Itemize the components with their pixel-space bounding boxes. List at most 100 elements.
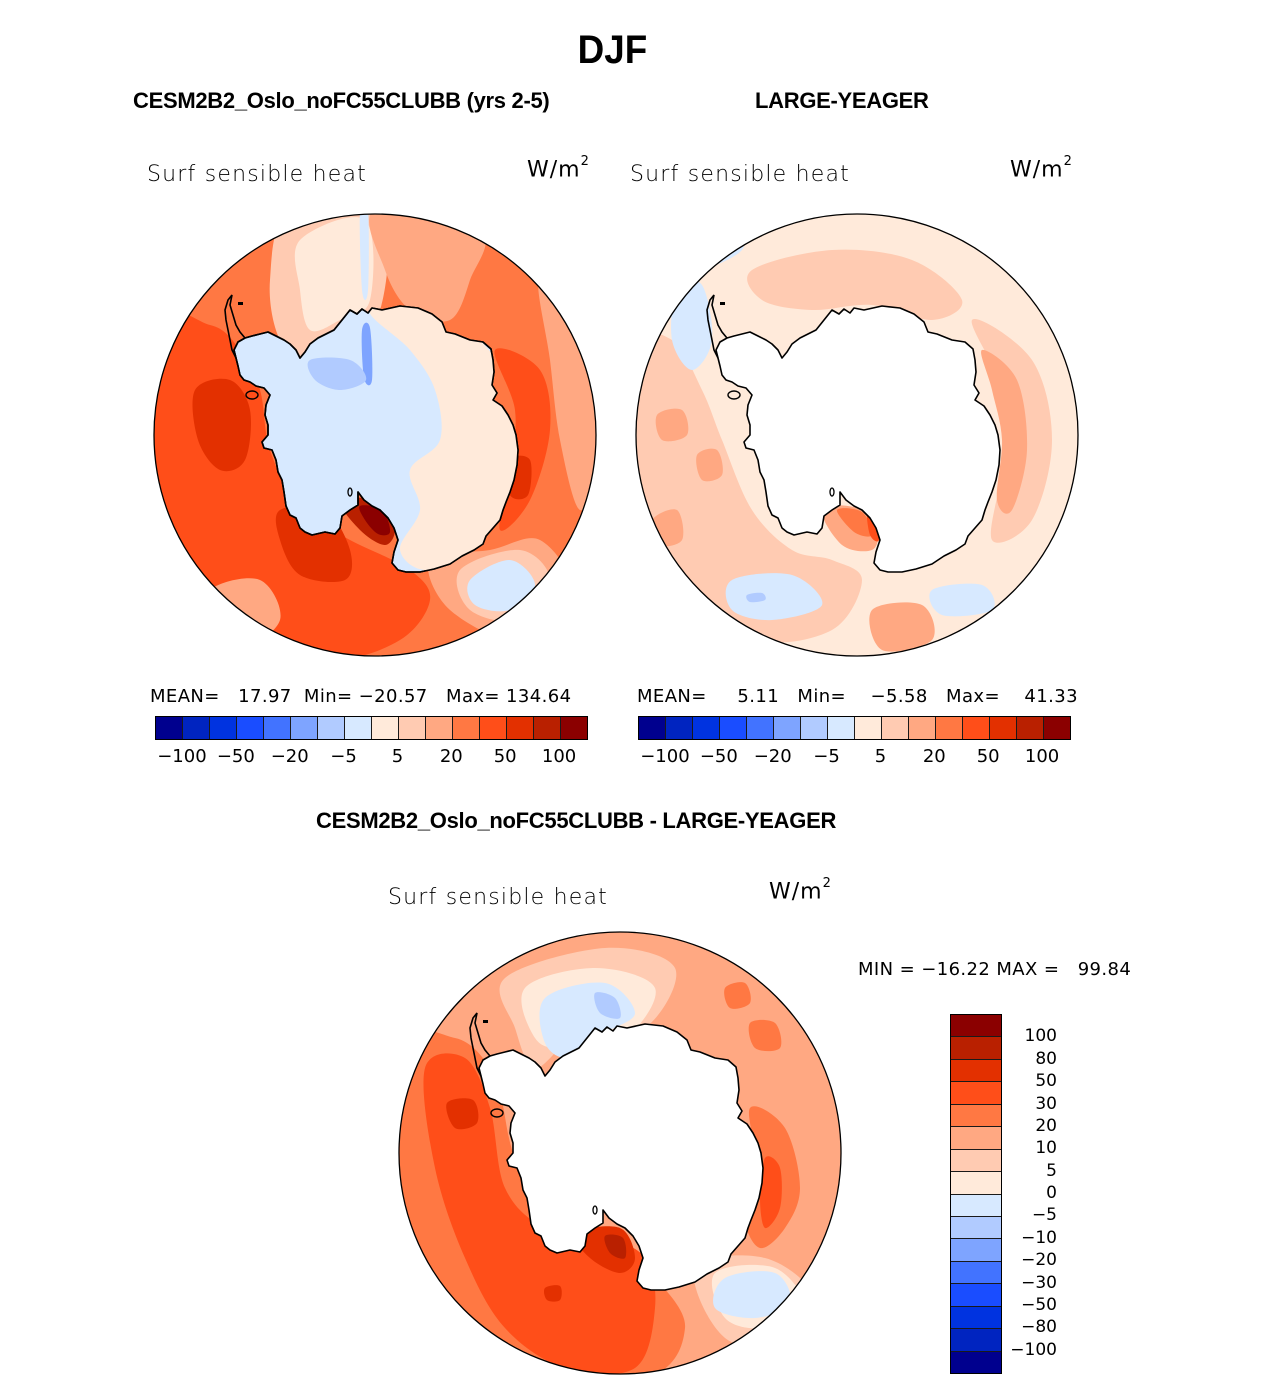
units-exponent: 2: [1063, 154, 1073, 169]
island: [347, 487, 353, 497]
panel-title-model: CESM2B2_Oslo_noFC55CLUBB (yrs 2-5): [133, 88, 550, 113]
coastline: [715, 305, 1001, 573]
panel-title-diff: CESM2B2_Oslo_noFC55CLUBB - LARGE-YEAGER: [316, 808, 837, 833]
contour-region: [369, 214, 486, 322]
peninsula-coastline: [224, 294, 246, 359]
colorbar-box: [882, 717, 909, 739]
colorbar-box: [951, 1015, 1001, 1038]
contour-region: [748, 1019, 782, 1052]
map-boundary: [398, 931, 842, 1375]
colorbar-box: [1044, 717, 1070, 739]
colorbar-tick-label: 20: [1035, 1115, 1057, 1136]
map-obs: [635, 213, 1079, 657]
colorbar-box: [453, 717, 480, 739]
colorbar-box: [951, 1082, 1001, 1105]
colorbar-tick-label: 5: [874, 746, 887, 767]
colorbar-box: [951, 1194, 1001, 1217]
colorbar-box: [399, 717, 426, 739]
colorbar-box: [774, 717, 801, 739]
colorbar-tick-label: −80: [1021, 1317, 1057, 1338]
colorbar-box: [156, 717, 183, 739]
contour-region: [981, 349, 1028, 514]
contour-region: [724, 982, 751, 1009]
colorbar-box: [951, 1172, 1001, 1195]
units-base: W/m: [769, 879, 823, 905]
colorbar-box: [237, 717, 264, 739]
colorbar-box: [210, 717, 237, 739]
coastline: [233, 305, 519, 573]
colorbar-box: [264, 717, 291, 739]
colorbar-ticks-obs: −100 −50 −20 −5 5 20 50 100: [638, 746, 1069, 768]
colorbar-box: [480, 717, 507, 739]
contour-region: [929, 583, 995, 617]
contour-region: [655, 408, 689, 442]
contour-region: [604, 1234, 627, 1259]
island: [483, 1020, 488, 1023]
land-contour-region: [361, 322, 373, 386]
colorbar-tick-label: −5: [813, 746, 840, 767]
contour-region: [747, 249, 963, 321]
peninsula-coastline: [706, 294, 728, 359]
colorbar-tick-label: −100: [640, 746, 690, 767]
colorbar-box: [639, 717, 666, 739]
colorbar-tick-label: 50: [1035, 1071, 1057, 1092]
colorbar-box: [561, 717, 587, 739]
contour-region: [671, 280, 713, 370]
colorbar-tick-label: −10: [1021, 1227, 1057, 1248]
colorbar-box: [951, 1306, 1001, 1330]
map-boundary: [153, 213, 597, 657]
colorbar-box: [951, 1239, 1001, 1262]
colorbar-tick-label: 80: [1035, 1048, 1057, 1069]
contour-region: [359, 214, 369, 300]
colorbar-box: [855, 717, 882, 739]
map-model: [153, 213, 597, 657]
colorbar-box: [951, 1104, 1001, 1128]
contour-region: [869, 602, 935, 652]
panel-title-obs: LARGE-YEAGER: [755, 88, 929, 113]
units-base: W/m: [1010, 157, 1064, 183]
colorbar-tick-label: −30: [1021, 1272, 1057, 1293]
colorbar-box: [936, 717, 963, 739]
colorbar-box: [951, 1284, 1001, 1307]
colorbar-tick-label: 100: [1024, 1026, 1057, 1047]
colorbar-tick-label: −20: [1021, 1250, 1057, 1271]
peninsula-coastline: [469, 1012, 491, 1077]
colorbar-box: [909, 717, 936, 739]
island: [592, 1205, 598, 1215]
coastline: [478, 1023, 764, 1291]
island: [490, 1108, 504, 1118]
colorbar-tick-label: 5: [1046, 1160, 1057, 1181]
colorbar-tick-label: −100: [157, 746, 207, 767]
colorbar-box: [183, 717, 210, 739]
variable-label-diff: Surf sensible heat: [388, 885, 608, 910]
colorbar-box: [951, 1351, 1001, 1373]
colorbar-diff: [950, 1014, 1002, 1374]
stats-model: MEAN= 17.97 Min= −20.57 Max= 134.64: [150, 686, 572, 707]
contour-region: [446, 1098, 479, 1130]
land-contour-region: [369, 306, 518, 571]
variable-label-model: Surf sensible heat: [147, 162, 367, 187]
contour-region: [467, 559, 535, 612]
colorbar-model: [155, 716, 588, 740]
colorbar-tick-label: 20: [439, 746, 463, 767]
units-label-diff: W/m2: [769, 876, 832, 905]
island: [238, 302, 243, 305]
units-base: W/m: [527, 157, 581, 183]
units-exponent: 2: [580, 154, 590, 169]
antarctica-land: [716, 306, 1000, 572]
contour-region: [636, 331, 862, 643]
colorbar-tick-label: −5: [330, 746, 357, 767]
colorbar-ticks-diff: 100 80 50 30 20 10 5 0 −5 −10 −20 −30 −50 −80 −100: [1000, 1014, 1057, 1372]
colorbar-box: [951, 1059, 1001, 1083]
colorbar-box: [951, 1261, 1001, 1285]
colorbar-box: [534, 717, 561, 739]
colorbar-tick-label: 20: [922, 746, 946, 767]
contour-region: [543, 1285, 562, 1302]
land-contour-region: [307, 357, 367, 390]
colorbar-box: [990, 717, 1017, 739]
colorbar-tick-label: 50: [976, 746, 1000, 767]
colorbar-box: [1017, 717, 1044, 739]
colorbar-box: [426, 717, 453, 739]
colorbar-box: [720, 717, 747, 739]
colorbar-tick-label: −20: [753, 746, 792, 767]
